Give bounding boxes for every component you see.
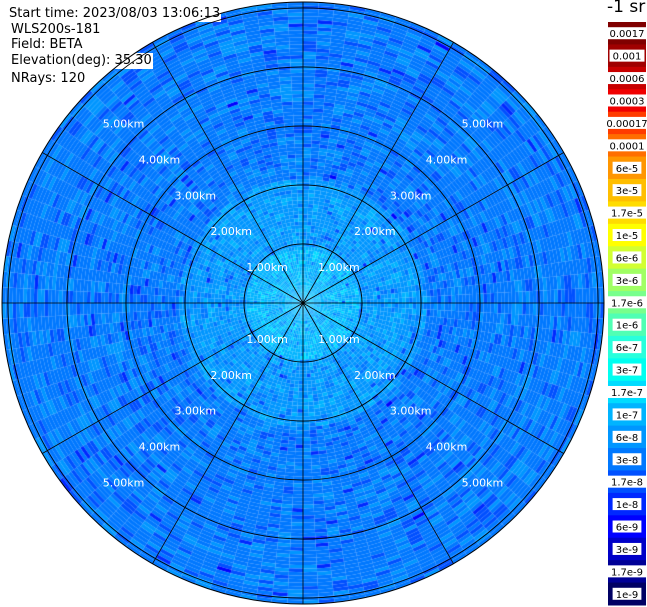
colorbar-tick-label: 3e-5 xyxy=(616,186,639,197)
colorbar-tick-bg xyxy=(609,49,645,62)
colorbar-tick-label: 1e-9 xyxy=(616,590,639,601)
colorbar-tick-bg xyxy=(612,318,642,331)
colorbar-tick-label: 1e-7 xyxy=(616,410,639,421)
colorbar-tick-bg xyxy=(612,184,642,197)
field-label: Field: BETA xyxy=(10,37,84,53)
colorbar-tick-bg xyxy=(612,273,642,286)
colorbar-tick-bg xyxy=(606,94,647,107)
colorbar-tick-label: 6e-6 xyxy=(616,253,639,264)
colorbar-tick-bg xyxy=(612,587,642,600)
colorbar-tick-label: 6e-9 xyxy=(616,523,639,534)
colorbar-tick-bg xyxy=(606,475,647,488)
colorbar-tick-label: 0.0003 xyxy=(610,96,645,107)
azimuth-spoke xyxy=(302,302,454,564)
range-ring-label: 1.00km xyxy=(246,333,288,346)
range-ring-label: 3.00km xyxy=(175,405,217,418)
colorbar-tick-label: 6e-5 xyxy=(616,164,639,175)
range-ring-label: 4.00km xyxy=(139,153,181,166)
colorbar-unit-label: -1 sr xyxy=(607,0,646,17)
colorbar-tick-bg xyxy=(606,139,647,152)
azimuth-spoke xyxy=(42,302,304,454)
range-ring-label: 2.00km xyxy=(210,225,252,238)
colorbar-tick-bg xyxy=(612,453,642,466)
range-ring xyxy=(125,125,481,481)
colorbar-tick-label: 1.7e-7 xyxy=(611,388,643,399)
range-ring-label: 1.00km xyxy=(246,261,288,274)
azimuth-spoke xyxy=(42,152,304,304)
colorbar-tick-bg xyxy=(606,72,647,85)
elevation-label: Elevation(deg): 35.30 xyxy=(10,53,153,69)
colorbar-tick-bg xyxy=(612,251,642,264)
range-ring-label: 5.00km xyxy=(103,118,145,131)
azimuth-spoke xyxy=(152,42,304,304)
range-ring-label: 4.00km xyxy=(426,153,468,166)
colorbar-tick-label: 0.001 xyxy=(613,52,642,63)
range-ring xyxy=(66,66,540,540)
colorbar-tick-label: 1.7e-8 xyxy=(611,478,643,489)
colorbar-tick-bg xyxy=(606,206,647,219)
range-ring-label: 4.00km xyxy=(139,441,181,454)
colorbar-tick-label: 3e-9 xyxy=(616,545,639,556)
colorbar-tick-bg xyxy=(606,565,647,578)
range-ring-label: 2.00km xyxy=(354,369,396,382)
outer-ring xyxy=(1,1,605,605)
range-ring xyxy=(7,7,599,599)
colorbar-tick-label: 1.7e-6 xyxy=(611,298,643,309)
range-ring-label: 3.00km xyxy=(175,189,217,202)
colorbar-tick-bg xyxy=(606,27,647,40)
colorbar-tick-bg xyxy=(612,408,642,421)
colorbar-tick-label: 1e-5 xyxy=(616,231,639,242)
colorbar-tick-bg xyxy=(603,116,647,129)
colorbar-tick-label: 6e-7 xyxy=(616,343,639,354)
range-ring xyxy=(243,243,363,363)
colorbar-tick-bg xyxy=(612,229,642,242)
colorbar-tick-label: 0.0017 xyxy=(610,29,645,40)
colorbar-tick-bg xyxy=(606,385,647,398)
colorbar-tick-label: 0.00017 xyxy=(606,119,647,130)
colorbar-tick-label: 3e-7 xyxy=(616,366,639,377)
colorbar-tick-bg xyxy=(606,296,647,309)
range-ring-label: 2.00km xyxy=(210,369,252,382)
colorbar-tick-label: 1.7e-5 xyxy=(611,209,643,220)
colorbar-tick-label: 1e-8 xyxy=(616,500,639,511)
colorbar-tick-bg xyxy=(612,542,642,555)
range-ring-label: 5.00km xyxy=(462,476,504,489)
start-time-label: Start time: 2023/08/03 13:06:13 xyxy=(8,6,222,22)
range-ring-label: 3.00km xyxy=(390,405,432,418)
range-ring-label: 3.00km xyxy=(390,189,432,202)
azimuth-spoke xyxy=(302,302,564,454)
colorbar-tick-label: 0.0006 xyxy=(610,74,645,85)
colorbar-tick-label: 0.0001 xyxy=(610,141,645,152)
colorbar-tick-bg xyxy=(612,363,642,376)
colorbar-tick-label: 6e-8 xyxy=(616,433,639,444)
colorbar-tick-bg xyxy=(612,498,642,511)
colorbar-tick-bg xyxy=(612,430,642,443)
range-ring-label: 5.00km xyxy=(103,476,145,489)
range-ring-label: 5.00km xyxy=(462,118,504,131)
colorbar-tick-label: 1e-6 xyxy=(616,321,639,332)
range-ring-label: 4.00km xyxy=(426,441,468,454)
nrays-label: NRays: 120 xyxy=(10,71,87,87)
azimuth-spoke xyxy=(152,302,304,564)
colorbar-tick-label: 3e-8 xyxy=(616,455,639,466)
colorbar-tick-label: 1.7e-9 xyxy=(611,567,643,578)
colorbar-tick-bg xyxy=(612,520,642,533)
colorbar-tick-label: 3e-6 xyxy=(616,276,639,287)
colorbar-tick-bg xyxy=(612,341,642,354)
range-ring-label: 1.00km xyxy=(318,333,360,346)
colorbar-tick-bg xyxy=(612,161,642,174)
instrument-label: WLS200s-181 xyxy=(10,22,102,38)
range-ring-label: 2.00km xyxy=(354,225,396,238)
azimuth-spoke xyxy=(302,42,454,304)
range-ring-label: 1.00km xyxy=(318,261,360,274)
range-ring xyxy=(184,184,422,422)
azimuth-spoke xyxy=(302,152,564,304)
